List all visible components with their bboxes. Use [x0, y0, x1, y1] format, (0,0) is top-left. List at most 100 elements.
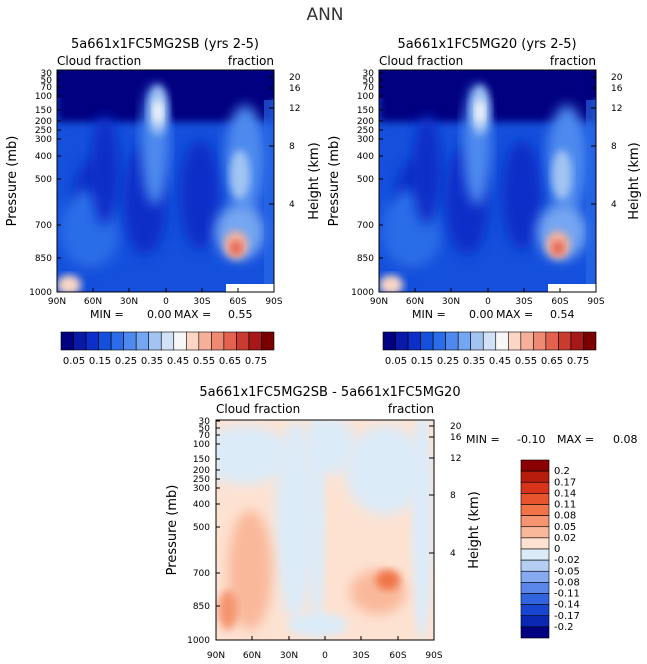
colorbar-swatch	[520, 526, 550, 539]
latitude-tick-label: 90N	[370, 297, 388, 307]
heatmap-field	[379, 70, 596, 292]
panel-subtitle-left: Cloud fraction	[57, 54, 141, 68]
colorbar-tick-label: 0.05	[554, 522, 576, 533]
colorbar-swatch	[545, 331, 559, 351]
panel-title: 5a661x1FC5MG2SB - 5a661x1FC5MG20	[199, 385, 460, 400]
colorbar-tick-label: 0.65	[541, 356, 563, 367]
latitude-tick-label: 60S	[389, 651, 406, 661]
pressure-axis: 30 50 70 100 150 200 250 300 400 500 700…	[165, 417, 220, 646]
pressure-tick-label: 250	[193, 475, 210, 485]
height-tick-label: 16	[611, 84, 623, 94]
colorbar-tick-label: -0.11	[554, 589, 580, 600]
colorbar-swatch	[236, 331, 250, 351]
height-tick-label: 12	[611, 104, 622, 114]
latitude-tick-label: 30S	[193, 297, 210, 307]
latitude-tick-label: 30N	[120, 297, 138, 307]
pressure-axis: 30 50 70 100 150 200 250 300 400 500 700…	[5, 69, 61, 298]
latitude-tick-label: 30S	[352, 651, 369, 661]
pressure-tick-label: 300	[357, 135, 374, 145]
max-value: 0.55	[228, 308, 253, 321]
colorbar-swatch	[160, 331, 175, 351]
colorbar-swatch	[198, 331, 212, 351]
height-tick-label: 12	[289, 104, 300, 114]
colorbar-swatch	[520, 515, 550, 528]
colorbar-swatch	[445, 331, 459, 351]
colorbar-swatch	[520, 331, 534, 351]
colorbar-swatch	[148, 331, 162, 351]
colorbar-tick-label: 0.75	[245, 356, 267, 367]
pressure-tick-label: 500	[357, 175, 374, 185]
colorbar-swatch	[520, 626, 550, 639]
colorbar-swatch	[533, 331, 547, 351]
height-tick-label: 8	[450, 491, 456, 501]
max-label: MAX =	[174, 308, 211, 321]
panel-top-left: 5a661x1FC5MG2SB (yrs 2-5) Cloud fraction…	[5, 37, 322, 367]
colorbar-swatch	[558, 331, 572, 351]
panel-subtitle-left: Cloud fraction	[216, 402, 300, 416]
colorbar-swatch	[73, 331, 87, 351]
pressure-tick-label: 100	[357, 92, 374, 102]
pressure-tick-label: 1000	[351, 288, 374, 298]
pressure-tick-label: 1000	[187, 636, 210, 646]
latitude-tick-label: 90S	[425, 651, 442, 661]
pressure-axis: 30 50 70 100 150 200 250 300 400 500 700…	[327, 69, 383, 298]
colorbar-swatch	[520, 615, 550, 628]
colorbar-swatch	[520, 504, 550, 516]
colorbar-tick-label: 0.35	[463, 356, 485, 367]
max-label: MAX =	[557, 433, 594, 446]
pressure-tick-label: 250	[357, 126, 374, 136]
colorbar-swatch	[495, 331, 509, 351]
colorbar-swatch	[520, 470, 550, 483]
panel-subtitle-right: fraction	[388, 402, 434, 416]
colorbar-swatch	[382, 331, 396, 351]
colorbar-tick-label: 0.15	[89, 356, 111, 367]
latitude-axis: 90N 60N 30N 0 30S 60S 90S	[48, 288, 283, 307]
latitude-tick-label: 90S	[265, 297, 282, 307]
pressure-tick-label: 400	[193, 500, 210, 510]
colorbar-swatch	[60, 331, 74, 351]
latitude-axis: 90N 60N 30N 0 30S 60S 90S	[370, 288, 605, 307]
pressure-tick-label: 50	[41, 76, 53, 86]
latitude-tick-label: 0	[163, 297, 169, 307]
height-tick-label: 20	[289, 73, 301, 83]
latitude-axis: 90N 60N 30N 0 30S 60S 90S	[207, 636, 443, 661]
pressure-tick-label: 300	[193, 484, 210, 494]
latitude-tick-label: 30N	[442, 297, 460, 307]
latitude-tick-label: 0	[485, 297, 491, 307]
pressure-tick-label: 70	[363, 83, 375, 93]
height-axis-title: Height (km)	[307, 142, 322, 219]
colorbar-tick-label: 0.02	[554, 533, 576, 544]
colorbar-swatch	[520, 559, 550, 572]
colorbar-tick-label: 0.05	[63, 356, 85, 367]
latitude-tick-label: 60N	[243, 651, 261, 661]
pressure-tick-label: 700	[35, 221, 52, 231]
height-tick-label: 20	[450, 422, 462, 432]
min-max-annotation: MIN = 0.00 MAX = 0.54	[412, 308, 575, 321]
height-tick-label: 4	[611, 200, 617, 210]
pressure-tick-label: 400	[35, 152, 52, 162]
height-tick-label: 8	[611, 142, 617, 152]
panel-title: 5a661x1FC5MG2SB (yrs 2-5)	[71, 37, 259, 52]
min-label: MIN =	[90, 308, 124, 321]
latitude-tick-label: 0	[322, 651, 328, 661]
height-axis-title: Height (km)	[627, 142, 642, 219]
height-tick-label: 4	[289, 200, 295, 210]
colorbar-swatch	[185, 331, 200, 351]
pressure-tick-label: 50	[363, 76, 375, 86]
latitude-tick-label: 60N	[406, 297, 424, 307]
pressure-tick-label: 700	[193, 569, 210, 579]
min-value: -0.10	[517, 433, 545, 446]
colorbar-tick-label: -0.08	[554, 577, 580, 588]
panel-subtitle-right: fraction	[228, 54, 274, 68]
colorbar-swatch	[432, 331, 446, 351]
pressure-tick-label: 30	[199, 417, 211, 427]
colorbar-tick-label: 0.35	[141, 356, 163, 367]
min-max-annotation: MIN = -0.10 MAX = 0.08	[466, 433, 638, 446]
colorbar-tick-label: -0.17	[554, 611, 580, 622]
heatmap-field	[57, 70, 274, 292]
colorbar-swatch	[248, 331, 262, 351]
min-label: MIN =	[466, 433, 500, 446]
pressure-tick-label: 30	[363, 69, 375, 79]
height-tick-label: 16	[450, 433, 462, 443]
colorbar-tick-label: -0.14	[554, 600, 580, 611]
